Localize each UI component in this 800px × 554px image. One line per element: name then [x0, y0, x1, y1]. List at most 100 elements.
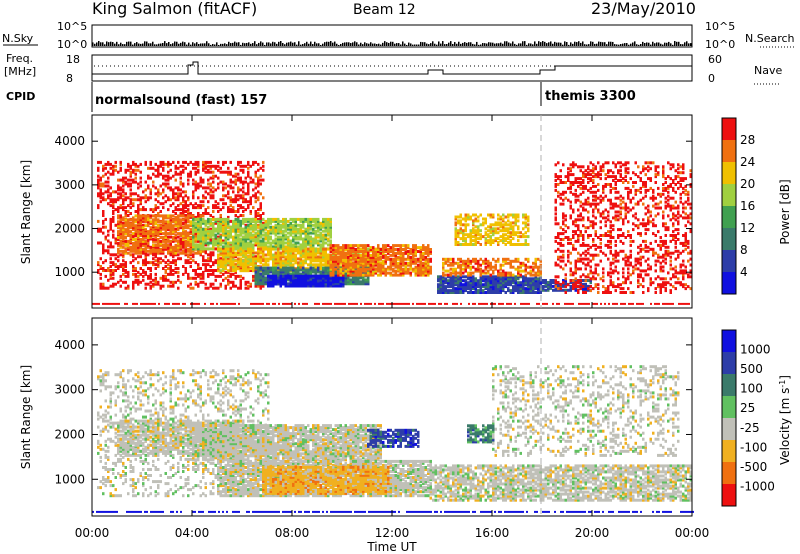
- heatmap-cell: [164, 232, 167, 236]
- nsky-bar: [492, 42, 494, 46]
- nsky-bar: [190, 44, 192, 46]
- heatmap-cell: [319, 221, 322, 225]
- heatmap-cell: [312, 270, 315, 274]
- heatmap-cell: [299, 259, 302, 263]
- heatmap-cell: [302, 259, 305, 263]
- heatmap-cell: [292, 255, 295, 259]
- heatmap-cell: [162, 220, 165, 224]
- heatmap-cell: [207, 221, 210, 225]
- heatmap-cell: [147, 198, 150, 202]
- heatmap-cell: [199, 249, 202, 253]
- heatmap-cell: [199, 184, 202, 188]
- heatmap-cell: [224, 233, 227, 237]
- nsky-bar: [196, 42, 198, 46]
- heatmap-cell: [202, 166, 205, 170]
- nsky-bar: [222, 43, 224, 46]
- heatmap-cell: [194, 261, 197, 265]
- heatmap-cell: [267, 219, 270, 223]
- heatmap-cell: [224, 186, 227, 190]
- heatmap-cell: [174, 170, 177, 174]
- heatmap-cell: [177, 243, 180, 247]
- heatmap-cell: [119, 226, 122, 230]
- heatmap-cell: [319, 231, 322, 235]
- heatmap-cell: [202, 276, 205, 280]
- heatmap-cell: [204, 227, 207, 231]
- heatmap-cell: [152, 243, 155, 247]
- heatmap-cell: [254, 174, 257, 178]
- heatmap-cell: [174, 236, 177, 239]
- heatmap-cell: [232, 223, 235, 227]
- heatmap-cell: [262, 278, 265, 282]
- heatmap-cell: [117, 206, 120, 210]
- heatmap-cell: [232, 259, 235, 263]
- heatmap-cell: [289, 259, 292, 263]
- heatmap-cell: [274, 229, 277, 233]
- heatmap-cell: [242, 245, 245, 249]
- heatmap-cell: [339, 280, 342, 284]
- nsky-bar: [472, 43, 474, 46]
- heatmap-cell: [262, 223, 265, 227]
- heatmap-cell: [474, 277, 477, 281]
- heatmap-cell: [202, 221, 205, 225]
- heatmap-cell: [154, 168, 157, 172]
- nsky-bar: [94, 43, 96, 46]
- heatmap-cell: [304, 274, 307, 278]
- heatmap-cell: [262, 229, 265, 233]
- heatmap-cell: [242, 265, 245, 269]
- heatmap-cell: [302, 278, 305, 282]
- heatmap-cell: [107, 229, 110, 233]
- heatmap-cell: [179, 222, 182, 226]
- heatmap-cell: [167, 259, 170, 263]
- heatmap-cell: [172, 196, 175, 200]
- nsky-bar: [674, 41, 676, 46]
- heatmap-cell: [307, 272, 310, 276]
- heatmap-cell: [119, 263, 122, 267]
- heatmap-cell: [224, 243, 227, 247]
- heatmap-cell: [197, 247, 200, 251]
- heatmap-cell: [289, 276, 292, 280]
- heatmap-cell: [334, 274, 337, 278]
- heatmap-cell: [102, 166, 105, 170]
- heatmap-cell: [214, 286, 217, 290]
- heatmap-cell: [279, 227, 282, 231]
- heatmap-cell: [257, 208, 260, 212]
- heatmap-cell: [137, 243, 140, 247]
- heatmap-cell: [127, 182, 130, 186]
- heatmap-cell: [222, 217, 225, 221]
- heatmap-cell: [277, 229, 280, 233]
- heatmap-cell: [214, 188, 217, 192]
- heatmap-cell: [399, 244, 402, 248]
- heatmap-cell: [162, 162, 165, 166]
- heatmap-cell: [199, 267, 202, 270]
- heatmap-cell: [332, 282, 335, 286]
- heatmap-cell: [257, 196, 260, 200]
- heatmap-cell: [222, 162, 225, 166]
- heatmap-cell: [272, 280, 275, 284]
- heatmap-cell: [342, 273, 345, 277]
- heatmap-cell: [322, 278, 325, 282]
- heatmap-cell: [217, 255, 220, 259]
- heatmap-cell: [322, 255, 325, 259]
- nsky-bar: [314, 41, 316, 46]
- heatmap-cell: [269, 237, 272, 241]
- heatmap-cell: [137, 239, 140, 243]
- heatmap-cell: [419, 246, 422, 250]
- heatmap-cell: [237, 239, 240, 243]
- heatmap-cell: [264, 268, 267, 272]
- heatmap-cell: [307, 268, 310, 272]
- heatmap-cell: [187, 208, 190, 212]
- heatmap-cell: [144, 257, 147, 261]
- heatmap-cell: [119, 284, 122, 288]
- nsky-bar: [448, 42, 450, 46]
- heatmap-cell: [142, 263, 145, 267]
- heatmap-cell: [379, 255, 382, 259]
- nsky-bar: [676, 41, 678, 46]
- heatmap-cell: [264, 221, 267, 225]
- heatmap-cell: [202, 214, 205, 218]
- heatmap-cell: [99, 196, 102, 200]
- heatmap-cell: [207, 186, 210, 190]
- heatmap-cell: [299, 235, 302, 239]
- heatmap-cell: [192, 239, 195, 243]
- heatmap-cell: [294, 221, 297, 225]
- heatmap-cell: [252, 194, 255, 198]
